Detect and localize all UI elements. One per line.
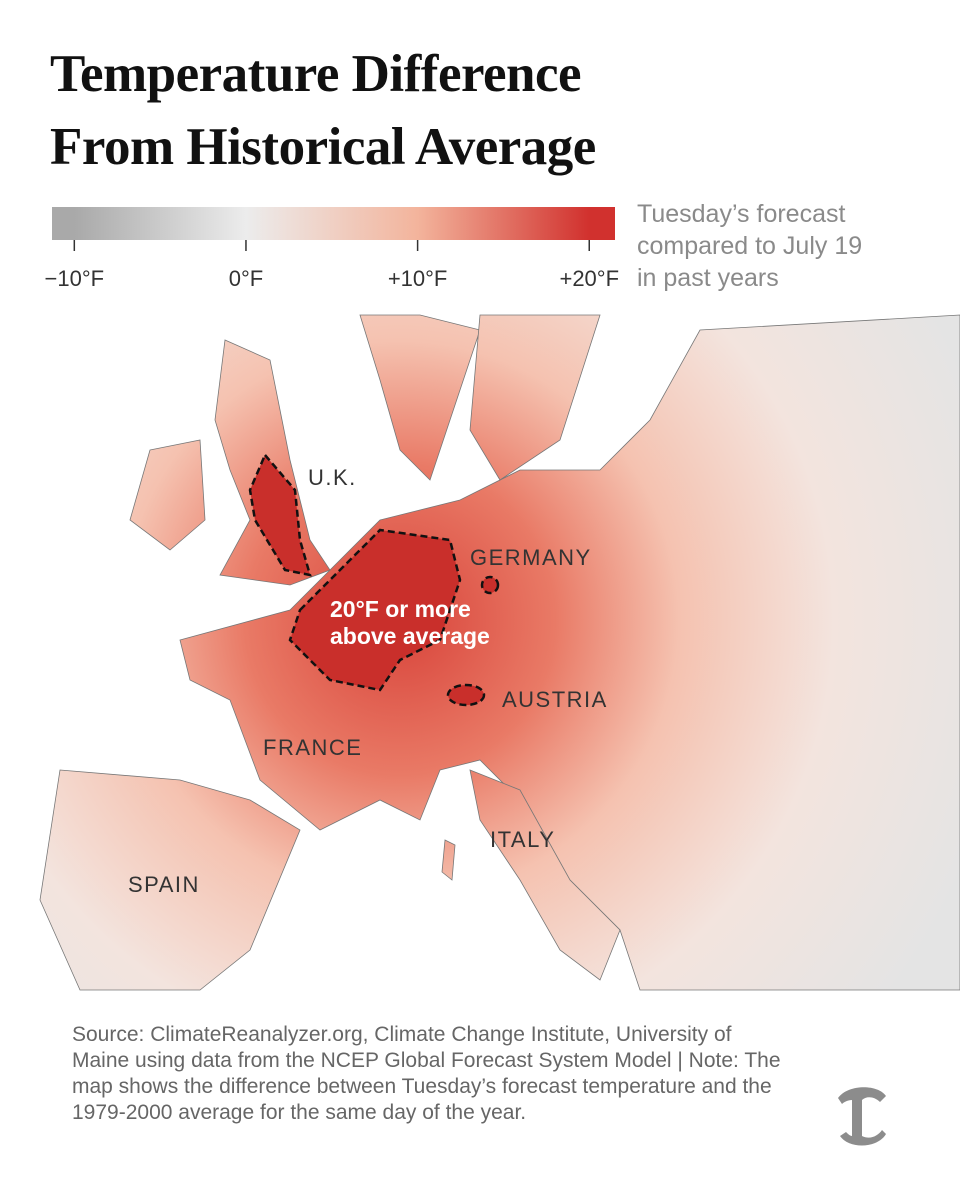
great-britain <box>214 339 331 586</box>
hotspot <box>248 452 312 577</box>
corsica <box>441 839 456 881</box>
hotspot <box>446 683 486 707</box>
legend-caption: compared to July 19 <box>637 232 863 260</box>
country-label: AUSTRIA <box>502 687 608 712</box>
logo <box>838 1087 886 1146</box>
legend-caption: Tuesday’s forecast <box>637 200 846 228</box>
land <box>39 314 960 991</box>
title-line: Temperature Difference <box>50 45 582 103</box>
country-label: GERMANY <box>470 545 592 570</box>
legend-bar <box>52 207 615 240</box>
hotspots <box>248 452 500 707</box>
title-line: From Historical Average <box>50 118 596 176</box>
country-label: SPAIN <box>128 872 200 897</box>
ireland <box>129 439 206 551</box>
italy <box>469 769 621 981</box>
country-label: U.K. <box>308 465 357 490</box>
hotspot <box>480 575 500 595</box>
annotation: 20°F or more <box>330 596 471 622</box>
sweden <box>469 314 601 481</box>
legend-tick-label: +20°F <box>559 266 619 291</box>
hotspot <box>288 528 462 692</box>
legend-tick-label: 0°F <box>229 266 263 291</box>
iberia <box>39 769 301 991</box>
legend-tick-label: −10°F <box>45 266 105 291</box>
norway <box>359 314 481 481</box>
legend-caption: in past years <box>637 264 779 292</box>
annotation: above average <box>330 623 490 649</box>
country-label: ITALY <box>490 827 555 852</box>
legend: −10°F 0°F +10°F +20°F <box>45 207 619 291</box>
source-note: Source: ClimateReanalyzer.org, Climate C… <box>72 1023 781 1124</box>
legend-tick-label: +10°F <box>388 266 448 291</box>
country-label: FRANCE <box>263 735 362 760</box>
